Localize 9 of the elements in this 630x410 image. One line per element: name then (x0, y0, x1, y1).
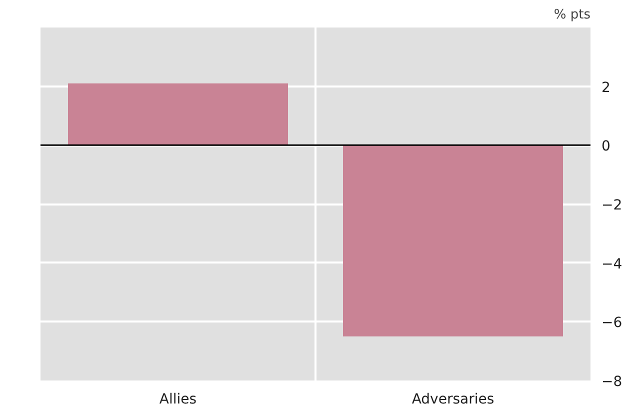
x-tick-label: Allies (159, 392, 197, 408)
y-tick-label: −4 (602, 256, 622, 272)
y-tick-label: −8 (602, 374, 622, 390)
y-axis-title: % pts (554, 8, 591, 22)
y-tick-label: 2 (602, 80, 610, 96)
x-tick-label: Adversaries (412, 392, 494, 408)
y-tick-label: −6 (602, 315, 622, 332)
y-tick-label: −2 (602, 198, 622, 214)
y-tick-label: 0 (602, 138, 610, 155)
